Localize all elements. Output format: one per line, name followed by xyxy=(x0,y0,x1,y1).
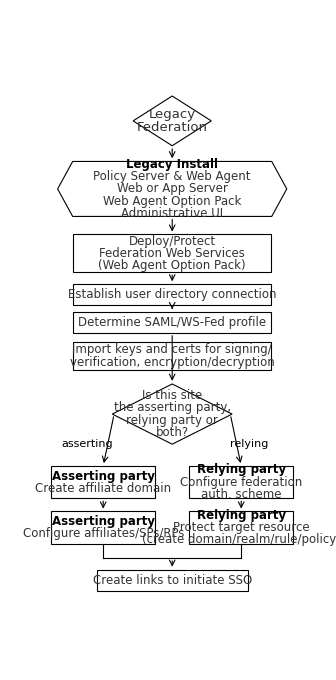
Bar xyxy=(189,511,293,544)
Text: Create affiliate domain: Create affiliate domain xyxy=(35,482,171,495)
Bar xyxy=(73,312,271,333)
Text: Legacy Install: Legacy Install xyxy=(126,158,218,171)
Text: the asserting party,: the asserting party, xyxy=(114,401,231,414)
Text: Import keys and certs for signing/: Import keys and certs for signing/ xyxy=(72,343,272,356)
Text: Determine SAML/WS-Fed profile: Determine SAML/WS-Fed profile xyxy=(78,316,266,329)
Text: Policy Server & Web Agent: Policy Server & Web Agent xyxy=(93,170,251,183)
Bar xyxy=(189,466,293,498)
Text: (create domain/realm/rule/policy): (create domain/realm/rule/policy) xyxy=(142,534,336,547)
Text: Is this site: Is this site xyxy=(142,389,202,402)
Text: Establish user directory connection: Establish user directory connection xyxy=(68,288,277,301)
Text: Web Agent Option Pack: Web Agent Option Pack xyxy=(103,194,241,207)
Text: Legacy: Legacy xyxy=(149,107,196,120)
Text: Web or App Server: Web or App Server xyxy=(117,182,227,195)
Bar xyxy=(51,511,155,544)
Text: relying party or: relying party or xyxy=(126,413,218,427)
Text: Asserting party: Asserting party xyxy=(52,469,155,483)
Text: verification, encryption/decryption: verification, encryption/decryption xyxy=(70,356,275,369)
Bar xyxy=(73,235,271,272)
Text: Federation Web Services: Federation Web Services xyxy=(99,247,245,260)
Text: auth. scheme: auth. scheme xyxy=(201,488,282,501)
Bar xyxy=(97,570,248,590)
Text: Relying party: Relying party xyxy=(197,509,286,522)
Text: Create links to initiate SSO: Create links to initiate SSO xyxy=(93,573,252,587)
Text: Federation: Federation xyxy=(137,121,208,134)
Text: Configure federation: Configure federation xyxy=(180,475,302,489)
Text: asserting: asserting xyxy=(62,439,113,449)
Text: Asserting party: Asserting party xyxy=(52,515,155,528)
Text: Deploy/Protect: Deploy/Protect xyxy=(129,235,216,248)
Text: relying: relying xyxy=(230,439,268,449)
Text: (Web Agent Option Pack): (Web Agent Option Pack) xyxy=(98,259,246,272)
Text: both?: both? xyxy=(156,426,189,439)
Text: Administrative UI: Administrative UI xyxy=(121,207,223,220)
Bar xyxy=(51,466,155,498)
Bar xyxy=(73,342,271,370)
Text: Protect target resource: Protect target resource xyxy=(173,521,309,534)
Text: Relying party: Relying party xyxy=(197,463,286,477)
Text: Configure affiliates/SPs/RPs: Configure affiliates/SPs/RPs xyxy=(23,528,184,541)
Bar xyxy=(73,284,271,305)
